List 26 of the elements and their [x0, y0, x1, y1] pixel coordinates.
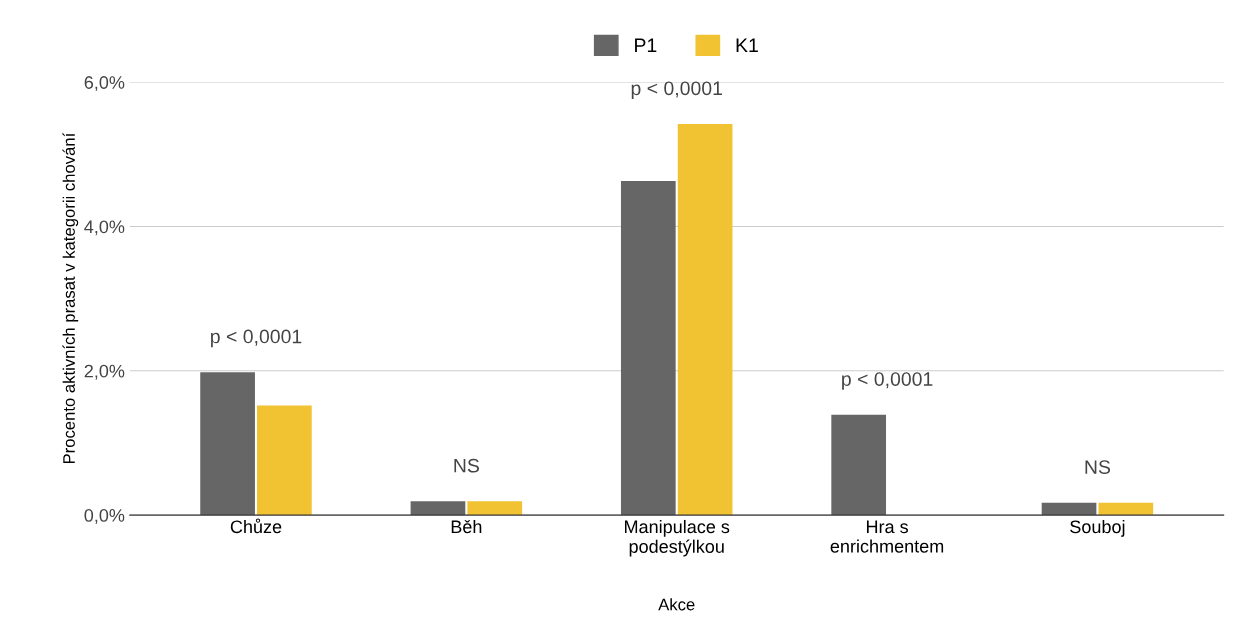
annotation: NS [454, 458, 479, 473]
x-tick-label: Souboj [1070, 519, 1125, 537]
y-tick-label: 2,0% [84, 364, 125, 380]
x-tick-label: Manipulace s podestýlkou [625, 519, 730, 557]
y-tick-label: 4,0% [84, 220, 125, 236]
y-tick-label: 6,0% [84, 76, 125, 92]
y-axis-title: Procento aktivních prasat v kategorii chování [62, 132, 79, 464]
x-tick-label: Chůze [230, 518, 282, 534]
bar [200, 372, 255, 516]
bar [677, 124, 733, 516]
annotation: p < 0,0001 [631, 81, 722, 100]
legend-label: K1 [736, 38, 758, 52]
annotation: p < 0,0001 [211, 329, 302, 348]
legend-label: P1 [635, 38, 657, 52]
x-axis-title: Akce [658, 598, 695, 611]
bar [257, 405, 312, 516]
bar [620, 181, 676, 516]
bar [467, 501, 523, 516]
bar [410, 501, 466, 516]
x-tick-label: Hra s enrichmentem [830, 520, 944, 553]
bar [1098, 502, 1154, 516]
y-tick-label: 0,0% [84, 509, 125, 524]
annotation: NS [1085, 460, 1111, 474]
bar [831, 414, 887, 516]
x-tick-label: Běh [451, 519, 482, 534]
annotation: p < 0,0001 [842, 372, 933, 390]
